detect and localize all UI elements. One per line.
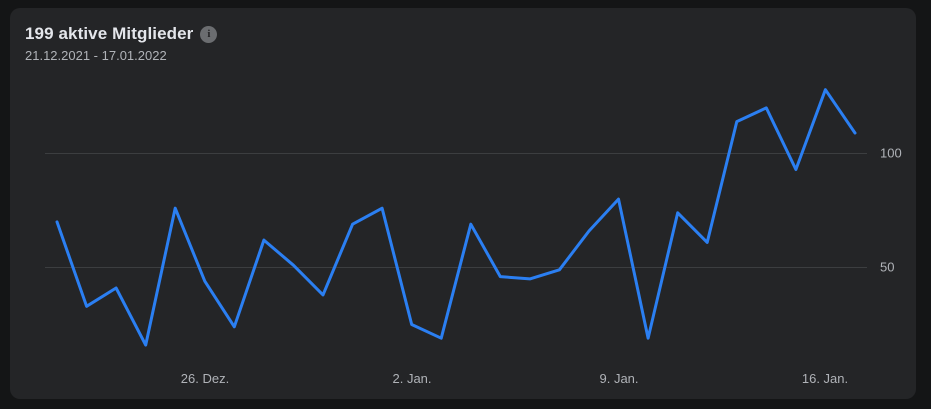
- info-icon[interactable]: i: [200, 25, 218, 43]
- page-title: 199 aktive Mitglieder: [25, 24, 194, 43]
- active-members-card: 199 aktive Mitglieder i 21.12.2021 - 17.…: [10, 8, 916, 399]
- x-axis-tick-26-dez: 26. Dez.: [180, 371, 230, 386]
- x-axis-tick-9-jan: 9. Jan.: [599, 371, 639, 386]
- x-axis-tick-2-jan: 2. Jan.: [392, 371, 432, 386]
- y-axis-tick-100: 100: [880, 145, 902, 161]
- activity-line-chart: [45, 88, 867, 347]
- y-axis-tick-50: 50: [880, 259, 895, 275]
- active-members-series-line: [55, 88, 857, 347]
- date-range-label: 21.12.2021 - 17.01.2022: [25, 48, 167, 63]
- x-axis-tick-16-jan: 16. Jan.: [801, 371, 849, 386]
- card-header: 199 aktive Mitglieder i 21.12.2021 - 17.…: [25, 24, 218, 63]
